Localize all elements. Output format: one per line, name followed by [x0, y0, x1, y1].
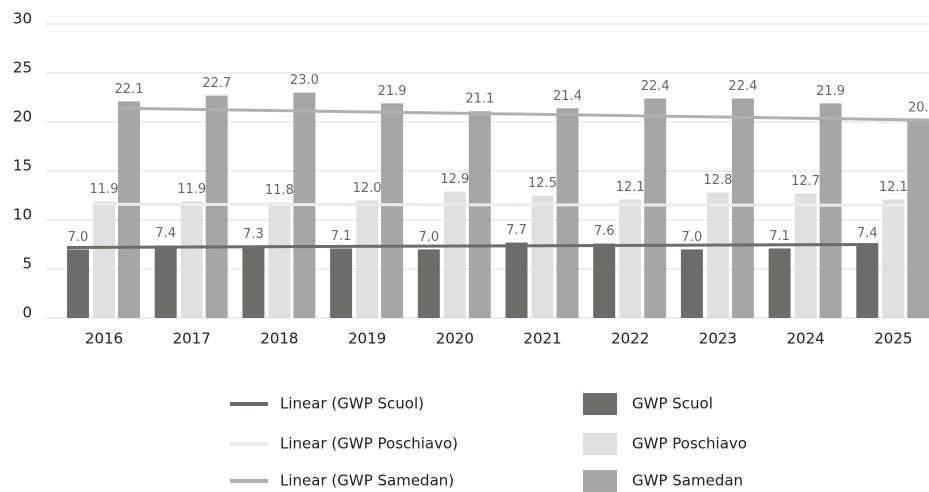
x-tick-label: 2020 [436, 330, 474, 348]
bar [619, 199, 642, 318]
bar [593, 243, 616, 318]
data-label: 21.4 [553, 89, 582, 104]
data-label: 12.7 [791, 174, 820, 189]
bar [505, 242, 528, 318]
legend-label: Linear (GWP Poschiavo) [280, 435, 458, 453]
data-label: 11.9 [90, 182, 119, 197]
data-label: 7.6 [594, 224, 615, 239]
bar [93, 201, 115, 318]
bar [706, 192, 729, 318]
bar [794, 193, 817, 318]
x-tick-label: 2017 [173, 330, 211, 348]
x-tick-label: 2018 [260, 330, 298, 348]
trend-line [92, 202, 905, 207]
data-label: 12.1 [879, 180, 908, 195]
bar [381, 103, 404, 318]
data-label: 7.3 [243, 227, 264, 242]
bar [556, 108, 579, 318]
data-label: 23.0 [290, 73, 319, 88]
legend-swatch [583, 470, 617, 492]
bar [356, 200, 379, 318]
bar [907, 120, 929, 318]
x-tick-label: 2019 [348, 330, 386, 348]
x-tick-label: 2024 [787, 330, 825, 348]
y-tick-label: 10 [13, 206, 32, 224]
x-tick-label: 2021 [523, 330, 561, 348]
data-label: 7.4 [857, 226, 878, 241]
y-tick-label: 30 [13, 10, 32, 28]
bar [819, 103, 842, 318]
x-tick-label: 2022 [611, 330, 649, 348]
legend-swatch [583, 433, 617, 455]
bar [468, 111, 491, 318]
legend-swatch [583, 393, 617, 415]
legend-label: Linear (GWP Scuol) [280, 395, 424, 413]
bar [205, 95, 228, 318]
data-label: 7.0 [682, 230, 703, 245]
legend-label: GWP Poschiavo [632, 435, 747, 453]
legend-label: GWP Scuol [632, 395, 713, 413]
bar [330, 248, 353, 318]
y-tick-label: 0 [22, 304, 32, 322]
bar [242, 246, 265, 318]
y-tick-label: 15 [13, 157, 32, 175]
bar [531, 195, 554, 318]
data-label: 7.1 [331, 229, 352, 244]
bar [443, 191, 466, 318]
data-label: 12.5 [528, 176, 557, 191]
data-label: 12.9 [440, 172, 469, 187]
y-tick-label: 5 [22, 255, 32, 273]
data-label: 12.8 [703, 173, 732, 188]
data-label: 22.4 [641, 79, 670, 94]
bar [731, 98, 754, 318]
y-tick-label: 20 [13, 108, 32, 126]
bar [680, 249, 703, 318]
x-tick-label: 2023 [699, 330, 737, 348]
data-label: 11.9 [177, 182, 206, 197]
bar [154, 245, 177, 318]
data-label: 7.0 [68, 230, 89, 245]
bar [768, 248, 791, 318]
trend-line [66, 243, 879, 249]
data-label: 11.8 [265, 183, 294, 198]
bar [67, 249, 89, 318]
data-label: 7.0 [418, 230, 439, 245]
bar [644, 98, 667, 318]
trend-line [117, 106, 929, 122]
data-label: 22.1 [115, 82, 144, 97]
data-label: 7.1 [769, 229, 790, 244]
x-tick-label: 2025 [874, 330, 912, 348]
data-label: 21.1 [465, 92, 494, 107]
legend-label: Linear (GWP Samedan) [280, 472, 454, 490]
data-label: 12.1 [616, 180, 645, 195]
data-label: 12.0 [353, 181, 382, 196]
bar [268, 202, 291, 318]
data-label: 21.9 [816, 84, 845, 99]
data-label: 22.7 [202, 76, 231, 91]
bar [882, 199, 905, 318]
data-label: 22.4 [728, 79, 757, 94]
y-tick-label: 25 [13, 59, 32, 77]
bar [856, 245, 879, 318]
bar [180, 201, 203, 318]
x-tick-label: 2016 [85, 330, 123, 348]
bar [417, 249, 440, 318]
data-label: 7.7 [506, 223, 527, 238]
data-label: 7.4 [155, 226, 176, 241]
data-label: 21.9 [378, 84, 407, 99]
legend-label: GWP Samedan [632, 472, 743, 490]
data-label: 20. [908, 101, 929, 116]
bar [118, 101, 140, 318]
